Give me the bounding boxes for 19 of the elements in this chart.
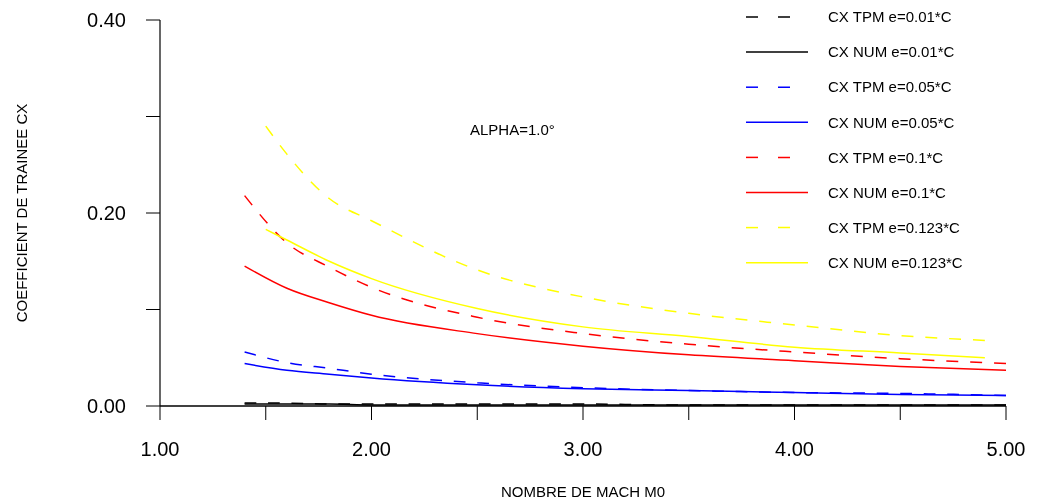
- legend-label: CX TPM e=0.05*C: [828, 78, 952, 96]
- x-tick-label: 5.00: [986, 438, 1026, 460]
- legend-label: CX NUM e=0.123*C: [828, 253, 963, 271]
- x-axis-title: NOMBRE DE MACH M0: [500, 483, 666, 500]
- x-tick-label: 2.00: [352, 438, 391, 460]
- y-tick-label: 0.40: [87, 9, 126, 31]
- legend-label: CX NUM e=0.1*C: [828, 183, 947, 201]
- legend-label: CX TPM e=0.123*C: [828, 218, 961, 236]
- y-axis-title: COEFFICIENT DE TRAINEE CX: [13, 103, 30, 323]
- x-tick-label: 1.00: [140, 438, 180, 460]
- legend-label: CX TPM e=0.1*C: [828, 148, 944, 166]
- x-tick-label: 4.00: [775, 438, 814, 460]
- legend-label: CX TPM e=0.01*C: [828, 8, 952, 26]
- y-tick-label: 0.20: [87, 202, 126, 224]
- legend-label: CX NUM e=0.01*C: [828, 43, 955, 61]
- legend-label: CX NUM e=0.05*C: [828, 113, 955, 131]
- x-tick-label: 3.00: [563, 438, 603, 460]
- annotation: ALPHA=1.0°: [470, 121, 555, 139]
- y-tick-label: 0.00: [87, 395, 126, 417]
